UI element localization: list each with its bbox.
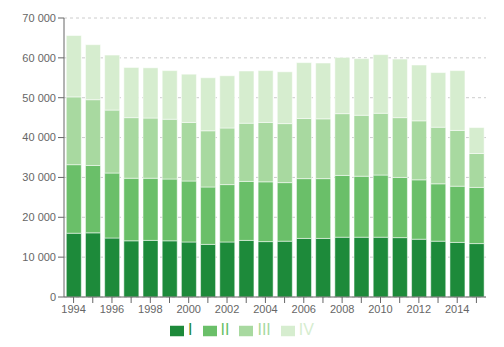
svg-text:2006: 2006: [292, 303, 316, 315]
html-text:I: I: [188, 321, 193, 338]
svg-text:50 000: 50 000: [22, 92, 56, 104]
svg-text:60 000: 60 000: [22, 52, 56, 64]
svg-text:2002: 2002: [215, 303, 239, 315]
html-text:IV: IV: [298, 321, 314, 338]
svg-text:2010: 2010: [368, 303, 392, 315]
html-text:III: III: [257, 321, 271, 338]
svg-text:2012: 2012: [407, 303, 431, 315]
svg-text:30 000: 30 000: [22, 171, 56, 183]
svg-text:20 000: 20 000: [22, 211, 56, 223]
svg-text:1994: 1994: [61, 303, 85, 315]
svg-text:2008: 2008: [330, 303, 354, 315]
svg-text:40 000: 40 000: [22, 131, 56, 143]
svg-text:1998: 1998: [138, 303, 162, 315]
svg-text:10 000: 10 000: [22, 251, 56, 263]
svg-text:2014: 2014: [445, 303, 469, 315]
svg-text:0: 0: [50, 291, 56, 303]
svg-text:1996: 1996: [100, 303, 124, 315]
html-text:II: II: [220, 321, 230, 338]
svg-text:2000: 2000: [176, 303, 200, 315]
svg-text:70 000: 70 000: [22, 12, 56, 24]
svg-text:2004: 2004: [253, 303, 277, 315]
